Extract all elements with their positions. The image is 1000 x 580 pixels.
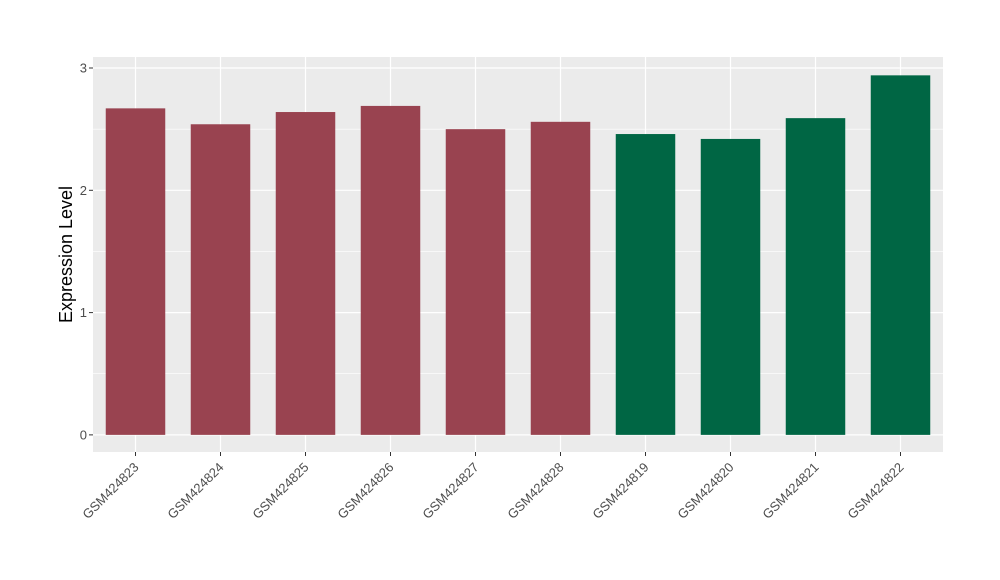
y-tick-label: 2 [80, 183, 87, 198]
bar [445, 129, 506, 435]
x-tick-label: GSM424820 [674, 460, 736, 522]
bar [190, 124, 251, 435]
y-axis-label: Expression Level [56, 186, 76, 323]
x-tick-label: GSM424824 [164, 460, 226, 522]
x-tick-label: GSM424827 [419, 460, 481, 522]
x-tick-label: GSM424825 [249, 460, 311, 522]
bar [275, 112, 336, 435]
bar [785, 118, 846, 435]
bar [530, 121, 591, 435]
y-axis: 0 1 2 3 [80, 61, 93, 442]
bar [700, 138, 761, 435]
bar [615, 134, 676, 435]
bar [870, 75, 931, 435]
y-tick-label: 1 [80, 305, 87, 320]
x-tick-label: GSM424819 [589, 460, 651, 522]
x-tick-label: GSM424821 [759, 460, 821, 522]
y-tick-label: 0 [80, 427, 87, 442]
y-tick-label: 3 [80, 61, 87, 76]
x-tick-label: GSM424826 [334, 460, 396, 522]
bar [105, 108, 166, 435]
x-tick-label: GSM424823 [79, 460, 141, 522]
bars [105, 75, 931, 435]
bar [360, 105, 421, 435]
x-axis: GSM424823 GSM424824 GSM424825 GSM424826 GSM4… [79, 452, 907, 522]
x-tick-label: GSM424828 [504, 460, 566, 522]
x-tick-label: GSM424822 [844, 460, 906, 522]
